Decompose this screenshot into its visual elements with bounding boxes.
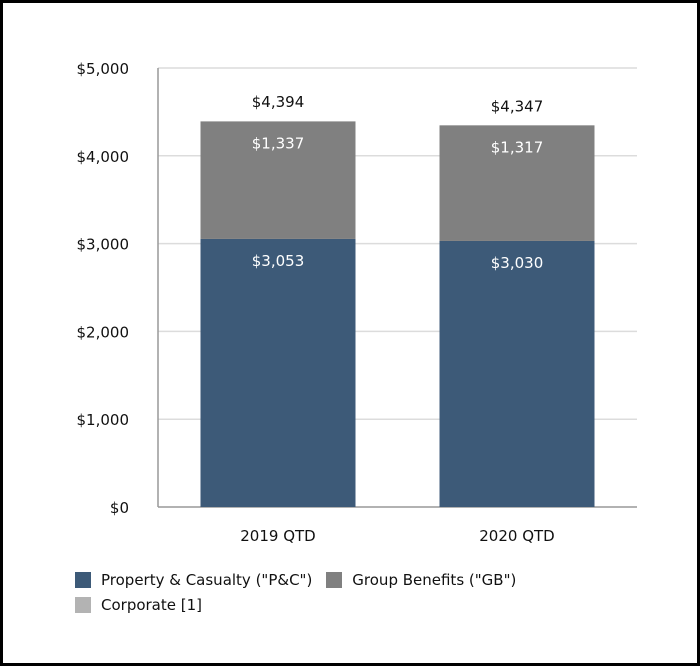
bar-segment [200, 238, 356, 507]
legend-swatch [75, 572, 91, 588]
legend-item: Property & Casualty ("P&C") [75, 569, 312, 591]
total-label: $4,347 [491, 97, 544, 115]
bar-segment [200, 121, 356, 239]
legend-label: Property & Casualty ("P&C") [101, 571, 313, 589]
legend-label: Group Benefits ("GB") [352, 571, 517, 589]
y-tick-label: $0 [110, 499, 129, 517]
x-tick-label: 2020 QTD [479, 527, 554, 545]
total-label: $4,394 [252, 93, 305, 111]
data-label: $3,053 [252, 252, 305, 270]
data-label: $1,317 [491, 138, 544, 156]
y-tick-label: $5,000 [77, 60, 130, 78]
x-tick-label: 2019 QTD [240, 527, 315, 545]
y-tick-label: $1,000 [77, 411, 130, 429]
legend-swatch [75, 597, 91, 613]
legend-item: Corporate [1] [75, 594, 621, 616]
legend-swatch [326, 572, 343, 588]
legend-item: Group Benefits ("GB") [326, 569, 516, 591]
data-label: $3,030 [491, 254, 544, 272]
data-label: $1,337 [252, 135, 305, 153]
bar-segment [439, 240, 595, 507]
stacked-bar-chart: $0 $1,000 $2,000 $3,000 $4,000 $5,000 $3,053 $1… [77, 60, 637, 545]
legend-label: Corporate [1] [101, 596, 203, 614]
y-tick-label: $3,000 [77, 236, 130, 254]
bar-segment [439, 125, 595, 241]
y-tick-label: $2,000 [77, 323, 130, 341]
y-tick-label: $4,000 [77, 148, 130, 166]
legend: Property & Casualty ("P&C") Group Benefit… [75, 569, 635, 616]
